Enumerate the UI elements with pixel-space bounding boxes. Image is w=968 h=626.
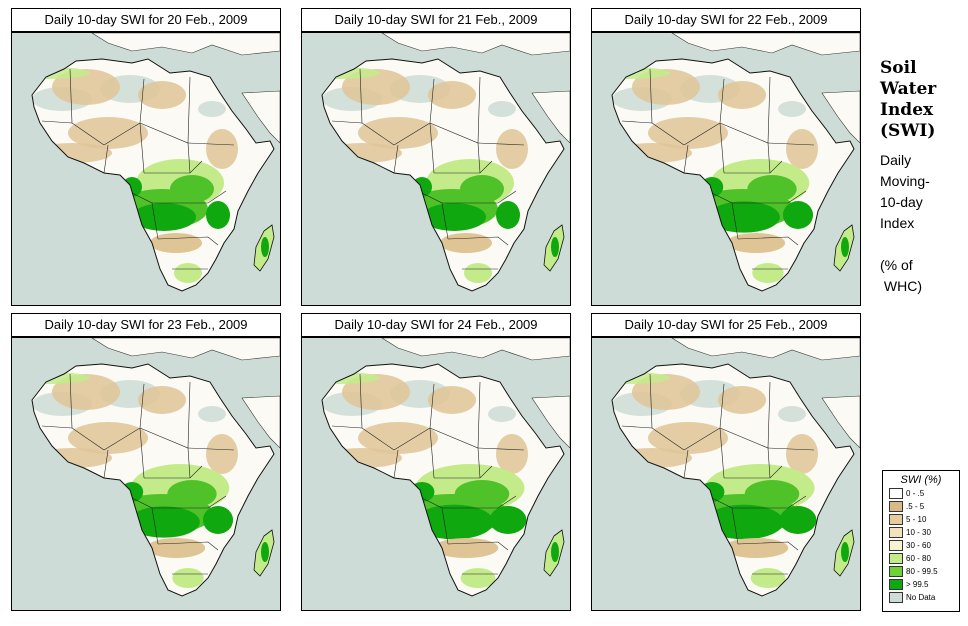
description-line: Index: [880, 215, 915, 231]
europe-landmass: [671, 33, 860, 56]
panel-title: Daily 10-day SWI for 23 Feb., 2009: [11, 313, 281, 337]
legend-swatch: [889, 553, 903, 564]
europe-landmass: [91, 33, 280, 56]
arabia-landmass: [821, 395, 860, 449]
panel-title: Daily 10-day SWI for 20 Feb., 2009: [11, 8, 281, 32]
legend-item: 60 - 80: [889, 553, 957, 565]
map-svg: [611, 338, 860, 597]
legend-label: No Data: [906, 593, 936, 602]
europe-landmass: [91, 338, 280, 361]
swi-legend: SWI (%) 0 - .5 .5 - 5 5 - 10 10 - 30 30 …: [882, 470, 960, 612]
legend-swatch: [889, 566, 903, 577]
africa-coastline: [321, 58, 565, 292]
country-borders: [41, 68, 235, 270]
legend-item: 5 - 10: [889, 514, 957, 526]
arabia-landmass: [241, 90, 280, 144]
panel-title: Daily 10-day SWI for 25 Feb., 2009: [591, 313, 861, 337]
panel-title: Daily 10-day SWI for 21 Feb., 2009: [301, 8, 571, 32]
legend-swatch: [889, 488, 903, 499]
map-svg: [31, 338, 280, 597]
map-svg: [321, 33, 570, 292]
map-panel-6: Daily 10-day SWI for 25 Feb., 2009: [591, 313, 861, 611]
description-line: Daily: [880, 152, 912, 168]
map-svg: [611, 33, 860, 292]
country-borders: [621, 373, 815, 575]
legend-label: 0 - .5: [906, 489, 925, 498]
legend-item: 10 - 30: [889, 527, 957, 539]
arabia-landmass: [821, 90, 860, 144]
legend-swatch: [889, 514, 903, 525]
legend-swatch: [889, 592, 903, 603]
africa-map: [591, 337, 861, 611]
legend-swatch: [889, 540, 903, 551]
country-borders: [41, 373, 235, 575]
africa-coastline: [31, 58, 275, 292]
country-borders: [331, 373, 525, 575]
europe-landmass: [671, 338, 860, 361]
description-line: [880, 234, 960, 255]
country-borders: [331, 68, 525, 270]
panel-title: Daily 10-day SWI for 24 Feb., 2009: [301, 313, 571, 337]
map-panel-5: Daily 10-day SWI for 24 Feb., 2009: [301, 313, 571, 611]
africa-map: [301, 337, 571, 611]
africa-coastline: [611, 363, 855, 597]
arabia-landmass: [241, 395, 280, 449]
legend-label: 30 - 60: [906, 541, 931, 550]
description-line: WHC): [880, 278, 922, 294]
description-line: 10-day: [880, 194, 923, 210]
title-line: Index: [880, 100, 934, 120]
map-svg: [31, 33, 280, 292]
africa-coastline: [321, 363, 565, 597]
africa-map: [11, 337, 281, 611]
map-panel-1: Daily 10-day SWI for 20 Feb., 2009: [11, 8, 281, 306]
arabia-landmass: [531, 395, 570, 449]
europe-landmass: [381, 338, 570, 361]
title-line: (SWI): [880, 121, 936, 141]
index-description: Daily Moving- 10-day Index (% of WHC): [880, 150, 960, 297]
africa-coastline: [31, 363, 275, 597]
title-line: Water: [880, 79, 937, 99]
index-title: Soil Water Index (SWI): [880, 58, 960, 142]
map-panel-4: Daily 10-day SWI for 23 Feb., 2009: [11, 313, 281, 611]
arabia-landmass: [531, 90, 570, 144]
legend-label: 80 - 99.5: [906, 567, 938, 576]
legend-label: 60 - 80: [906, 554, 931, 563]
africa-map: [301, 32, 571, 306]
legend-swatch: [889, 579, 903, 590]
africa-map: [591, 32, 861, 306]
legend-swatch: [889, 527, 903, 538]
legend-label: 10 - 30: [906, 528, 931, 537]
description-line: (% of: [880, 257, 913, 273]
description-line: Moving-: [880, 173, 930, 189]
legend-label: > 99.5: [906, 580, 929, 589]
africa-map: [11, 32, 281, 306]
legend-label: .5 - 5: [906, 502, 925, 511]
legend-item: 0 - .5: [889, 488, 957, 500]
legend-item: > 99.5: [889, 579, 957, 591]
legend-item: .5 - 5: [889, 501, 957, 513]
panel-title: Daily 10-day SWI for 22 Feb., 2009: [591, 8, 861, 32]
map-svg: [321, 338, 570, 597]
legend-item: 30 - 60: [889, 540, 957, 552]
swi-shading: [32, 372, 238, 588]
title-line: Soil: [880, 58, 917, 78]
europe-landmass: [381, 33, 570, 56]
swi-shading: [322, 372, 528, 588]
legend-swatch: [889, 501, 903, 512]
legend-label: 5 - 10: [906, 515, 927, 524]
africa-coastline: [611, 58, 855, 292]
legend-item: 80 - 99.5: [889, 566, 957, 578]
legend-item: No Data: [889, 592, 957, 604]
map-panel-2: Daily 10-day SWI for 21 Feb., 2009: [301, 8, 571, 306]
country-borders: [621, 68, 815, 270]
legend-title: SWI (%): [900, 474, 942, 486]
map-panel-3: Daily 10-day SWI for 22 Feb., 2009: [591, 8, 861, 306]
